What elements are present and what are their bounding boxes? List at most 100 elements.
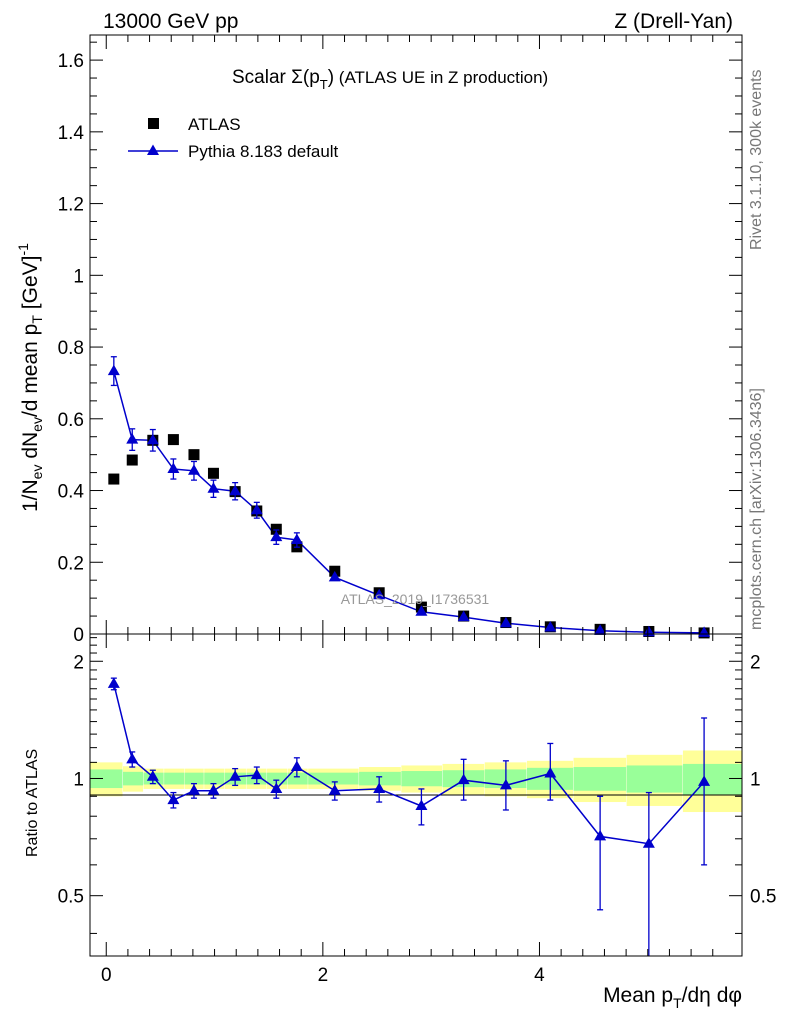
ratio-plot-frame [89,633,743,957]
ratio-axis-ticks: 0.5 0.5 1 1 2 2 0 2 4 [58,634,776,986]
y-title-part3: /d mean p [19,324,42,417]
y-tick-label: 0.6 [58,410,84,431]
ratio-data-point [415,799,428,810]
ratio-band-green [122,771,144,786]
atlas-data-point [126,454,138,466]
y-tick-label: 1.2 [58,195,84,216]
ratio-data-point [187,784,200,795]
mc-data-point [126,433,139,444]
mc-data-point [328,570,341,582]
ratio-uncertainty-bands [90,750,742,813]
mc-data-point [146,433,159,445]
legend-data-marker [148,118,159,129]
mc-data-point [187,464,200,475]
ratio-data-point [499,778,512,790]
mc-data-point [250,503,263,515]
ratio-y-tick-label: 0.5 [58,887,84,908]
ratio-band-green [401,771,442,787]
ratio-data-point [594,829,607,841]
x-title-sub1: T [673,995,682,1011]
x-axis-title: Mean pT/dη dφ [603,984,742,1011]
y-title-sub1: ev [29,465,45,480]
y-title-sub3: T [29,315,45,324]
y-tick-label: 0.2 [58,553,84,574]
main-plot-panel: 0 0.2 0.4 0.6 0.8 1 1.2 1.4 1.6 [58,34,743,646]
ratio-y-tick-label-right: 0.5 [750,887,776,908]
plot-title-main: Scalar Σ(p [232,67,320,88]
ratio-y-tick-label-right: 1 [750,769,761,790]
mc-data-point [107,364,120,376]
y-tick-label: 0.8 [58,338,84,359]
ratio-data-point [290,760,303,772]
ratio-band-green [359,771,401,786]
mc-data-point [167,462,180,474]
atlas-data-point [188,449,200,461]
y-title-part1: 1/N [19,479,42,512]
ratio-plot-panel: 0.5 0.5 1 1 2 2 0 2 4 [58,633,776,986]
y-tick-label: 0.4 [58,482,85,503]
ratio-data-point [207,784,220,795]
mc-data-point [290,533,303,545]
mc-data-point [229,484,242,496]
atlas-data-point [167,434,179,446]
x-tick-label: 0 [101,965,112,986]
mc-data-point [415,605,428,616]
y-axis-title-ratio: Ratio to ATLAS [24,749,41,857]
y-title-sub2: ev [29,417,45,432]
ratio-band-green [626,765,683,793]
ratio-data-point [373,782,386,793]
ratio-data-point [698,775,711,786]
legend-mc-marker [147,144,159,155]
plot-title: Scalar Σ(pT) (ATLAS UE in Z production) [232,67,548,92]
x-tick-label: 4 [534,965,545,986]
header-left: 13000 GeV pp [103,10,238,33]
ratio-data-point [167,793,180,805]
y-axis-title-main: 1/Nev dNev/d mean pT [GeV]-1 [15,243,45,512]
y-tick-label: 1.4 [58,123,85,144]
mc-data-point [373,588,386,600]
ratio-band-green [682,763,742,795]
ratio-band-green [204,772,225,785]
atlas-data-point [270,523,282,535]
legend-data-label: ATLAS [188,115,241,134]
y-tick-label: 1 [73,266,84,287]
ratio-data-point [642,837,655,848]
mc-data-point [544,621,557,632]
ratio-band-green [308,772,359,785]
ratio-data-point [328,784,341,795]
ratio-data-point [107,677,120,688]
atlas-data-point [207,467,219,479]
plot-title-sub: T [320,77,328,92]
mc-data-point [270,530,283,542]
mc-data-point [207,482,220,493]
x-title-part1: Mean p [603,984,673,1007]
ratio-band-green [90,769,123,789]
x-title-part2: /dη dφ [682,984,742,1007]
ratio-band-green [287,772,308,785]
mc-data-point [457,610,470,622]
ratio-data-point [250,768,263,780]
y-tick-label: 1.6 [58,51,84,72]
ratio-y-tick-label-right: 2 [750,652,761,673]
main-data-layer [107,356,711,639]
ratio-y-tick-label: 1 [73,769,84,790]
ratio-data-layer [107,677,711,956]
mc-data-point [499,616,512,628]
legend-mc-label: Pythia 8.183 default [188,142,339,161]
ratio-data-point [457,773,470,785]
mc-data-point [594,624,607,635]
ratio-y-tick-label: 2 [73,652,84,673]
ratio-band-green [184,772,204,785]
plot-title-close: ) [328,67,334,88]
ratio-data-point [544,766,557,778]
atlas-data-point [108,473,120,485]
header-right: Z (Drell-Yan) [614,10,733,33]
rivet-caption: Rivet 3.1.10, 300k events [748,69,765,250]
ratio-band-green [164,772,185,785]
plot-title-suffix: (ATLAS UE in Z production) [334,68,548,87]
ratio-data-point [229,770,242,781]
mcplots-caption: mcplots.cern.ch [arXiv:1306.3436] [748,388,765,630]
ratio-band-green [267,772,288,785]
y-tick-label: 0 [73,625,84,646]
